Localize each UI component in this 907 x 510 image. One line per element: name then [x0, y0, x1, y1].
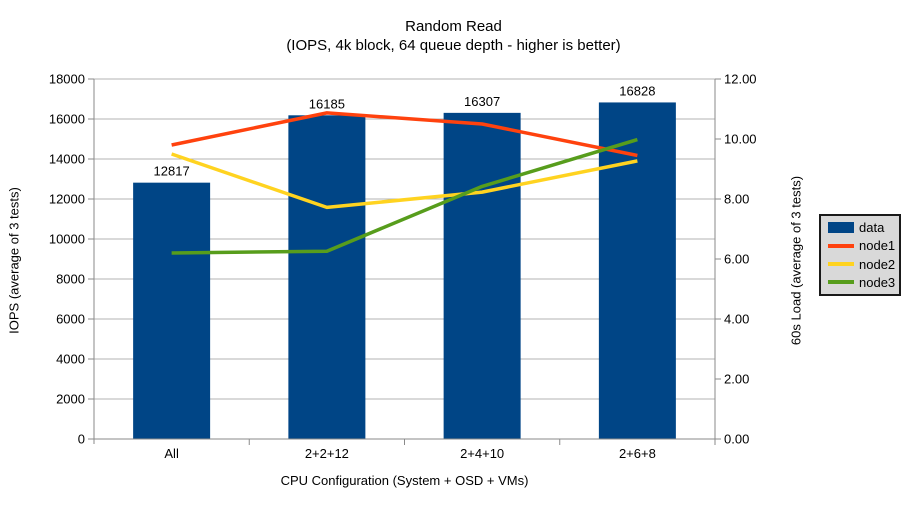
left-axis-tick-label: 16000 — [49, 112, 85, 127]
legend-swatch-node2 — [828, 262, 854, 267]
legend-item-data: data — [828, 221, 899, 234]
right-axis-tick-label: 10.00 — [724, 132, 757, 147]
left-axis-tick-label: 12000 — [49, 192, 85, 207]
legend-item-node3: node3 — [828, 276, 899, 289]
legend-swatch-node1 — [828, 243, 854, 248]
bar-data-label: 16307 — [464, 94, 500, 109]
legend-swatch-data — [828, 222, 854, 234]
legend-label: node2 — [859, 256, 896, 272]
legend-label: node3 — [859, 274, 896, 290]
right-axis-tick-label: 6.00 — [724, 252, 749, 267]
x-axis-category-label: All — [164, 446, 179, 461]
right-axis-tick-label: 0.00 — [724, 432, 749, 447]
x-axis-title: CPU Configuration (System + OSD + VMs) — [280, 473, 529, 488]
x-axis-category-label: 2+6+8 — [619, 446, 656, 461]
right-axis-tick-label: 12.00 — [724, 72, 757, 87]
bar-2+4+10 — [443, 112, 521, 440]
x-axis-category-label: 2+4+10 — [460, 446, 504, 461]
legend: data node1 node2 node3 — [819, 214, 901, 296]
legend-label: node1 — [859, 238, 896, 254]
legend-item-node2: node2 — [828, 258, 899, 271]
line-series-node2 — [171, 152, 638, 210]
right-axis-title: 60s Load (average of 3 tests) — [788, 175, 804, 346]
left-axis-tick-label: 8000 — [56, 272, 85, 287]
chart-title: Random Read — [405, 18, 502, 35]
left-axis-tick-label: 10000 — [49, 232, 85, 247]
line-series-node1 — [171, 111, 638, 158]
bar-data-label: 12817 — [154, 164, 190, 179]
left-axis-tick-label: 18000 — [49, 72, 85, 87]
line-series-node3 — [171, 137, 638, 255]
x-axis-category-label: 2+2+12 — [305, 446, 349, 461]
bar-data-label: 16828 — [619, 83, 655, 98]
bar-data-label: 16185 — [309, 96, 345, 111]
bar-2+6+8 — [598, 102, 676, 439]
legend-label: data — [859, 220, 885, 236]
left-axis-tick-label: 6000 — [56, 312, 85, 327]
legend-swatch-node3 — [828, 280, 854, 285]
chart-title-block: Random Read (IOPS, 4k block, 64 queue de… — [0, 17, 907, 55]
left-axis-tick-label: 0 — [78, 432, 85, 447]
left-axis-tick-label: 4000 — [56, 352, 85, 367]
right-axis-tick-label: 4.00 — [724, 312, 749, 327]
chart-subtitle: (IOPS, 4k block, 64 queue depth - higher… — [286, 37, 621, 54]
left-axis-tick-label: 2000 — [56, 392, 85, 407]
right-axis-tick-label: 2.00 — [724, 372, 749, 387]
bar-2+2+12 — [288, 115, 366, 440]
legend-item-node1: node1 — [828, 239, 899, 252]
left-axis-tick-label: 14000 — [49, 152, 85, 167]
left-axis-title: IOPS (average of 3 tests) — [6, 187, 22, 334]
bar-All — [133, 182, 211, 439]
right-axis-tick-label: 8.00 — [724, 192, 749, 207]
